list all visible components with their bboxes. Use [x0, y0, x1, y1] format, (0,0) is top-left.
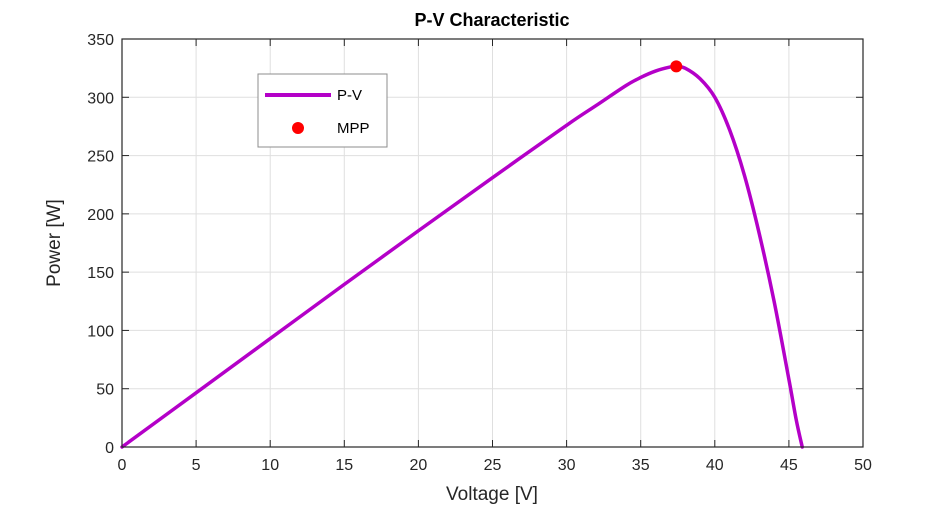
y-tick-label: 50: [96, 382, 114, 399]
y-tick-label: 350: [87, 32, 114, 49]
legend-mpp-swatch: [292, 122, 304, 134]
x-tick-label: 0: [118, 457, 127, 474]
pv-series-line: [120, 64, 804, 449]
x-tick-label: 50: [854, 457, 872, 474]
x-tick-label: 5: [192, 457, 201, 474]
x-tick-label: 35: [632, 457, 650, 474]
x-tick-label: 15: [335, 457, 353, 474]
legend-mpp-label: MPP: [337, 120, 370, 137]
x-tick-label: 25: [484, 457, 502, 474]
x-tick-label: 10: [261, 457, 279, 474]
x-tick-label: 45: [780, 457, 798, 474]
mpp-point: [670, 60, 683, 73]
x-tick-label: 20: [410, 457, 428, 474]
y-tick-label: 200: [87, 207, 114, 224]
x-tick-label: 30: [558, 457, 576, 474]
y-tick-label: 300: [87, 90, 114, 107]
x-axis-title: Voltage [V]: [446, 484, 538, 505]
legend: P-V MPP: [257, 73, 388, 148]
x-tick-label: 40: [706, 457, 724, 474]
y-tick-label: 250: [87, 149, 114, 166]
legend-box: [257, 73, 388, 148]
y-tick-label: 150: [87, 265, 114, 282]
ticks: 0 5 10 15 20 25 30 35 40 45 50 0 50 100 150 200 250 300 35…: [87, 32, 872, 474]
legend-pv-label: P-V: [337, 87, 362, 104]
chart-title: P-V Characteristic: [414, 10, 569, 30]
series-layer: [120, 60, 804, 449]
y-axis-title: Power [W]: [44, 199, 65, 287]
y-tick-label: 0: [105, 440, 114, 457]
y-tick-label: 100: [87, 323, 114, 340]
